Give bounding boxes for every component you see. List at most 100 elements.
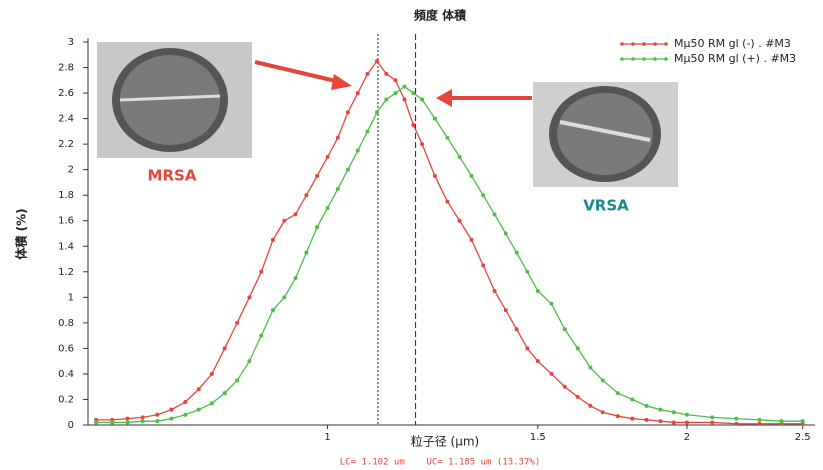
point [445, 200, 449, 204]
point [326, 206, 330, 210]
point [247, 359, 251, 363]
point [403, 85, 407, 89]
point [576, 346, 580, 350]
point [458, 219, 462, 223]
point [481, 193, 485, 197]
y-tick-label: 0 [68, 420, 74, 431]
point [282, 295, 286, 299]
point [271, 308, 275, 312]
point [504, 232, 508, 236]
point [588, 366, 592, 370]
y-tick-label: 3 [68, 37, 74, 48]
point [336, 187, 340, 191]
point [293, 212, 297, 216]
y-tick-label: 1.2 [58, 267, 74, 278]
point [235, 378, 239, 382]
point [470, 238, 474, 242]
chart: 頻度 体積 体積 (%) 粒子径 (μm) LC= 1.102 um UC= 1… [0, 0, 823, 470]
point [183, 400, 187, 404]
point [384, 97, 388, 101]
point [304, 193, 308, 197]
point [685, 413, 689, 417]
x-tick-label: 1.5 [530, 432, 546, 443]
y-tick-label: 0.8 [58, 318, 74, 329]
point [183, 413, 187, 417]
point [210, 372, 214, 376]
point [411, 123, 415, 127]
point [141, 415, 145, 419]
point [757, 418, 761, 422]
point [493, 212, 497, 216]
point [601, 410, 605, 414]
point [384, 72, 388, 76]
x-axis-label: 粒子径 (μm) [411, 434, 480, 449]
legend-swatch [653, 42, 657, 46]
point [710, 420, 714, 424]
point [420, 142, 424, 146]
point [375, 59, 379, 63]
y-tick-label: 2.8 [58, 63, 74, 74]
point [394, 91, 398, 95]
point [672, 420, 676, 424]
point [155, 413, 159, 417]
point [356, 91, 360, 95]
point [403, 97, 407, 101]
legend-label: Mμ50 RM gl (-) . #M3 [674, 37, 791, 50]
vrsa-image [533, 82, 678, 187]
point [197, 408, 201, 412]
point [549, 372, 553, 376]
legend-swatch [631, 57, 635, 61]
legend-swatch [620, 42, 624, 46]
point [411, 91, 415, 95]
x-tick-label: 1 [324, 432, 330, 443]
mrsa-image [97, 42, 252, 158]
point [658, 408, 662, 412]
point [94, 420, 98, 424]
y-tick-label: 0.2 [58, 394, 74, 405]
point [346, 110, 350, 114]
point [710, 415, 714, 419]
point [536, 289, 540, 293]
point [734, 422, 738, 426]
point [326, 155, 330, 159]
point [801, 419, 805, 423]
y-tick-label: 2 [68, 165, 74, 176]
point [672, 410, 676, 414]
point [365, 129, 369, 133]
point [365, 72, 369, 76]
x-tick-label: 2.5 [795, 432, 811, 443]
y-tick-label: 1 [68, 292, 74, 303]
point [757, 422, 761, 426]
point [110, 420, 114, 424]
annotation: VRSA [583, 197, 629, 215]
point [588, 404, 592, 408]
chart-title: 頻度 体積 [414, 8, 467, 23]
legend-swatch [664, 42, 668, 46]
y-tick-label: 2.2 [58, 139, 74, 150]
legend-swatch [620, 57, 624, 61]
annotation: MRSA [148, 167, 197, 185]
point [549, 302, 553, 306]
point [658, 419, 662, 423]
point [155, 419, 159, 423]
point [616, 414, 620, 418]
point [525, 346, 529, 350]
point [259, 334, 263, 338]
point [141, 419, 145, 423]
point [169, 408, 173, 412]
point [315, 174, 319, 178]
legend-swatch [664, 57, 668, 61]
legend-swatch [642, 57, 646, 61]
point [563, 385, 567, 389]
point [420, 97, 424, 101]
point [780, 419, 784, 423]
y-tick-label: 0.4 [58, 369, 74, 380]
point [525, 270, 529, 274]
point [433, 174, 437, 178]
point [346, 168, 350, 172]
point [223, 391, 227, 395]
arrow [255, 62, 532, 107]
point [433, 117, 437, 121]
y-tick-label: 2.4 [58, 114, 74, 125]
point [304, 251, 308, 255]
